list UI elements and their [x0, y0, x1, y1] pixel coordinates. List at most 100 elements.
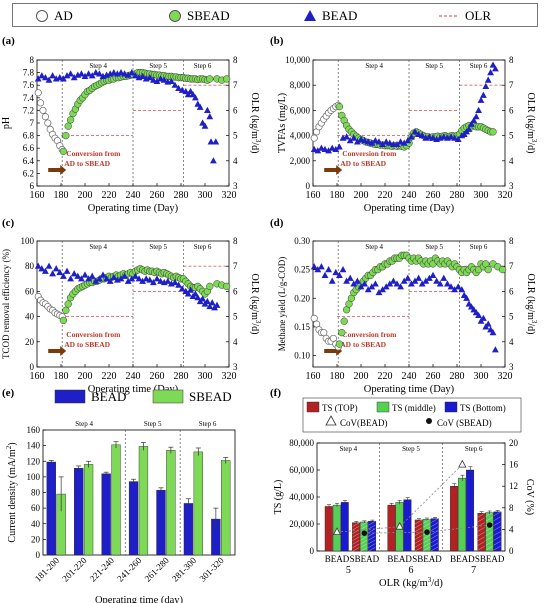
- sbead-point: [206, 282, 214, 291]
- bead-point: [458, 286, 466, 293]
- bead-point: [168, 77, 175, 85]
- x-tick-label: 220: [102, 190, 117, 201]
- bead-point: [106, 277, 114, 284]
- y-tick-label: 80: [25, 261, 35, 271]
- sbead-ts-bar: [485, 512, 494, 552]
- x-axis-label: Operating time (Day): [88, 203, 179, 214]
- bead-point: [139, 277, 146, 284]
- hatch-line: [493, 531, 501, 536]
- bead-point: [489, 61, 497, 68]
- y2-axis-label: OLR (kg/m3/d): [249, 93, 262, 154]
- bead-point: [213, 301, 221, 308]
- ad-point: [37, 99, 45, 107]
- bead-point: [382, 138, 390, 145]
- bead-point: [328, 144, 336, 151]
- hatch-line: [430, 522, 439, 527]
- hatch-line: [493, 511, 501, 517]
- y2-tick-label: 6: [509, 105, 514, 115]
- bead-point: [45, 76, 53, 83]
- bead-point: [325, 266, 332, 273]
- bead-point: [208, 299, 216, 306]
- hatch-line: [485, 545, 493, 551]
- bead-point: [372, 137, 379, 144]
- y-tick-label: 20: [31, 534, 41, 544]
- x-tick-label: 300: [474, 190, 489, 201]
- step-label: Step 6: [199, 420, 217, 428]
- hatch-line: [430, 530, 439, 535]
- hatch-line: [430, 538, 439, 544]
- green-circle-icon: [169, 10, 181, 22]
- hatch-line: [368, 547, 376, 552]
- x-tick-label: 300: [198, 190, 213, 201]
- x-tick-label: 260: [150, 190, 165, 201]
- x-tick-label: 200: [354, 371, 369, 382]
- legend-swatch: [306, 401, 320, 413]
- hatch-line: [422, 519, 431, 524]
- x-tick-label: 240: [126, 371, 141, 382]
- bead-point: [150, 76, 157, 83]
- y2-tick-label: 3: [509, 181, 514, 191]
- olr-level-label: 6: [409, 565, 414, 576]
- bead-point: [422, 277, 430, 284]
- y-tick-label: 0.20: [294, 293, 310, 303]
- y2-tick-label: 4: [233, 337, 238, 347]
- x-tick-label: 180: [54, 190, 69, 201]
- sbead-bar: [111, 444, 121, 556]
- hatch-line: [352, 547, 360, 552]
- bead-point: [63, 72, 71, 79]
- bead-point: [175, 281, 182, 288]
- hatch-line: [493, 526, 501, 531]
- bead-point: [153, 77, 161, 85]
- bead-ts-bar: [324, 506, 333, 552]
- ad-point: [34, 89, 42, 97]
- y2-tick-label: 16: [509, 460, 519, 470]
- bead-point: [314, 266, 322, 273]
- x-tick-label: 160: [306, 190, 321, 201]
- step-label: Step 5: [425, 62, 443, 70]
- bead-point: [45, 262, 53, 269]
- panel-label: (b): [270, 35, 284, 47]
- hatch-line: [422, 534, 431, 540]
- bead-point: [465, 125, 473, 132]
- hatch-line: [485, 526, 493, 532]
- hatch-line: [414, 523, 423, 529]
- bead-point: [379, 286, 386, 293]
- bead-point: [397, 138, 404, 145]
- bead-point: [187, 286, 194, 293]
- x-tick-label: 320: [498, 371, 513, 382]
- bead-point: [92, 277, 100, 284]
- y-tick-label: 60,000: [289, 465, 314, 475]
- bead-point: [368, 283, 376, 290]
- bead-point: [49, 270, 56, 277]
- bead-point: [318, 144, 325, 151]
- y2-tick-label: 3: [233, 181, 238, 191]
- hatch-line: [485, 512, 493, 517]
- bead-point: [321, 271, 329, 278]
- bead-point: [426, 274, 433, 281]
- legend-bead-label: BEAD: [322, 8, 358, 23]
- legend-ad-label: AD: [54, 8, 73, 23]
- bead-point: [350, 134, 358, 141]
- bead-point: [482, 82, 490, 90]
- x-axis-label: Operating time (Day): [88, 384, 179, 395]
- hatch-line: [360, 525, 368, 530]
- open-circle-icon: [36, 10, 48, 22]
- bead-point: [364, 286, 372, 293]
- y-tick-label: 7.8: [23, 68, 35, 78]
- bead-point: [74, 272, 82, 279]
- bead-bar: [128, 481, 139, 556]
- bead-ts-bar: [466, 469, 475, 552]
- conversion-label: AD to SBEAD: [340, 159, 386, 168]
- bead-point: [325, 147, 332, 154]
- bead-point: [124, 71, 132, 78]
- bead-point: [207, 138, 215, 145]
- y-tick-label: 6.2: [23, 168, 34, 178]
- bead-point: [454, 135, 462, 142]
- x-axis-label: Operating time (day): [95, 595, 184, 603]
- cov-bead-line: [336, 464, 463, 533]
- bead-point: [332, 145, 340, 153]
- bead-bar: [74, 468, 84, 556]
- step-label: Step 4: [339, 445, 357, 453]
